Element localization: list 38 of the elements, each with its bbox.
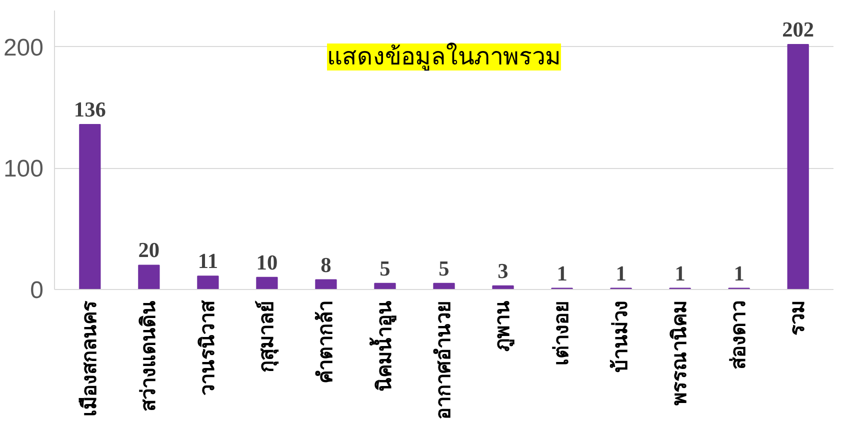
bar	[256, 276, 278, 290]
x-tick-label: เต่างอย	[551, 300, 574, 366]
data-label: 20	[138, 238, 160, 262]
x-tick-label: อากาศอำนวย	[433, 300, 455, 420]
x-tick-label: วานรนิวาส	[196, 300, 219, 396]
x-tick-label: รวม	[787, 300, 810, 336]
data-label: 202	[782, 17, 814, 42]
data-label: 136	[74, 98, 106, 122]
x-tick-label: คำตากล้า	[314, 300, 337, 384]
bar	[787, 44, 809, 290]
y-tick-label: 0	[30, 277, 44, 304]
bar	[197, 276, 219, 290]
x-tick-label: ภูพาน	[492, 300, 516, 352]
y-tick-label: 100	[3, 156, 44, 183]
text: แสดงข้อมูลในภาพรวม	[327, 42, 561, 72]
data-label: 1	[616, 261, 626, 286]
x-tick-label: เมืองสกลนคร	[78, 300, 101, 416]
bar	[433, 282, 455, 290]
x-tick-label: นิคมน้ำอูน	[368, 300, 398, 392]
data-label: 1	[674, 261, 686, 286]
data-label: 11	[198, 249, 218, 274]
bar	[374, 282, 396, 290]
bar	[315, 279, 337, 290]
data-label: 1	[556, 261, 568, 286]
data-label: 5	[380, 256, 390, 280]
y-tick-label: 200	[3, 34, 44, 62]
data-label: 3	[498, 258, 508, 283]
bar	[79, 124, 101, 290]
x-tick-label: พรรณานิคม	[669, 300, 692, 406]
data-label: 1	[734, 261, 744, 286]
x-tick-label: กุสุมาลย์	[254, 300, 279, 372]
x-tick-label: ส่องดาว	[728, 300, 750, 370]
x-tick-label: บ้านม่วง	[609, 300, 632, 372]
x-tick-label: สว่างแดนดิน	[138, 300, 160, 412]
bar	[138, 264, 160, 290]
data-label: 10	[256, 250, 278, 274]
data-label: 8	[320, 252, 332, 277]
data-label: 5	[438, 256, 450, 280]
